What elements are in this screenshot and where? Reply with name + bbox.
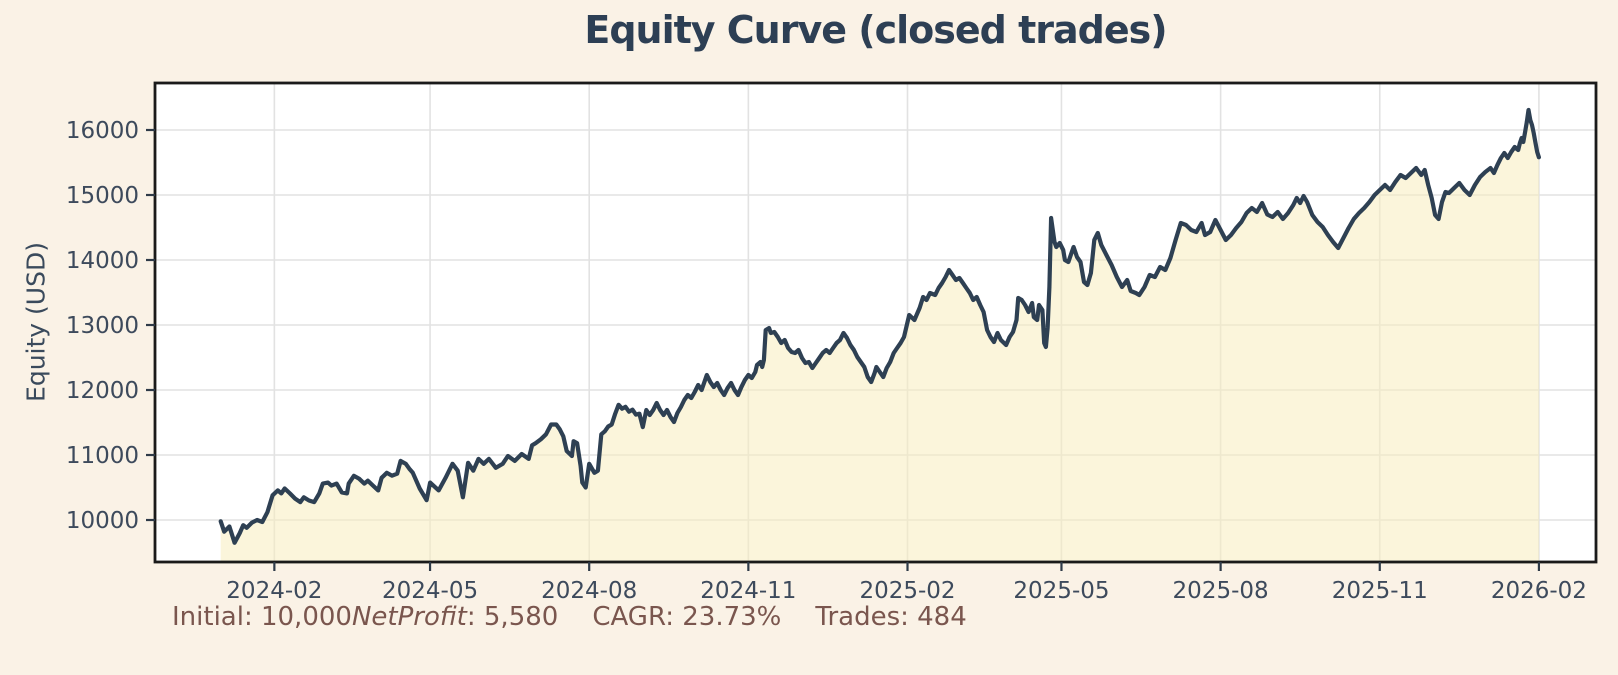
x-tick-label: 2024-11 xyxy=(700,578,796,604)
chart-title: Equity Curve (closed trades) xyxy=(584,8,1167,52)
y-tick-label: 15000 xyxy=(66,183,139,209)
plot-border xyxy=(153,81,1598,564)
stat-cagr: CAGR: 23.73% xyxy=(592,602,782,632)
equity-area-fill xyxy=(220,110,1539,562)
y-tick-label: 13000 xyxy=(66,313,139,339)
x-tick-label: 2025-11 xyxy=(1332,578,1428,604)
y-tick-label: 14000 xyxy=(66,248,139,274)
stat-net-profit-label: NetProfit xyxy=(351,602,467,632)
equity-line xyxy=(218,107,1541,545)
stat-trades: Trades: 484 xyxy=(815,602,967,632)
y-tick-label: 10000 xyxy=(66,508,139,534)
y-tick-label: 16000 xyxy=(66,118,139,144)
x-tick-label: 2024-02 xyxy=(226,578,322,604)
stats-footer: Initial: 10,000NetProfit: 5,580 CAGR: 23.… xyxy=(172,602,967,632)
x-tick-label: 2025-05 xyxy=(1013,578,1109,604)
x-tick-label: 2026-02 xyxy=(1491,578,1587,604)
y-tick-label: 12000 xyxy=(66,378,139,404)
x-tick-label: 2025-08 xyxy=(1173,578,1269,604)
y-tick-label: 11000 xyxy=(66,443,139,469)
stat-net-profit-value: : 5,580 xyxy=(466,602,559,632)
x-tick-label: 2024-05 xyxy=(382,578,478,604)
x-tick-label: 2025-02 xyxy=(859,578,955,604)
x-tick-label: 2024-08 xyxy=(541,578,637,604)
stat-initial: Initial: 10,000 xyxy=(172,602,352,632)
